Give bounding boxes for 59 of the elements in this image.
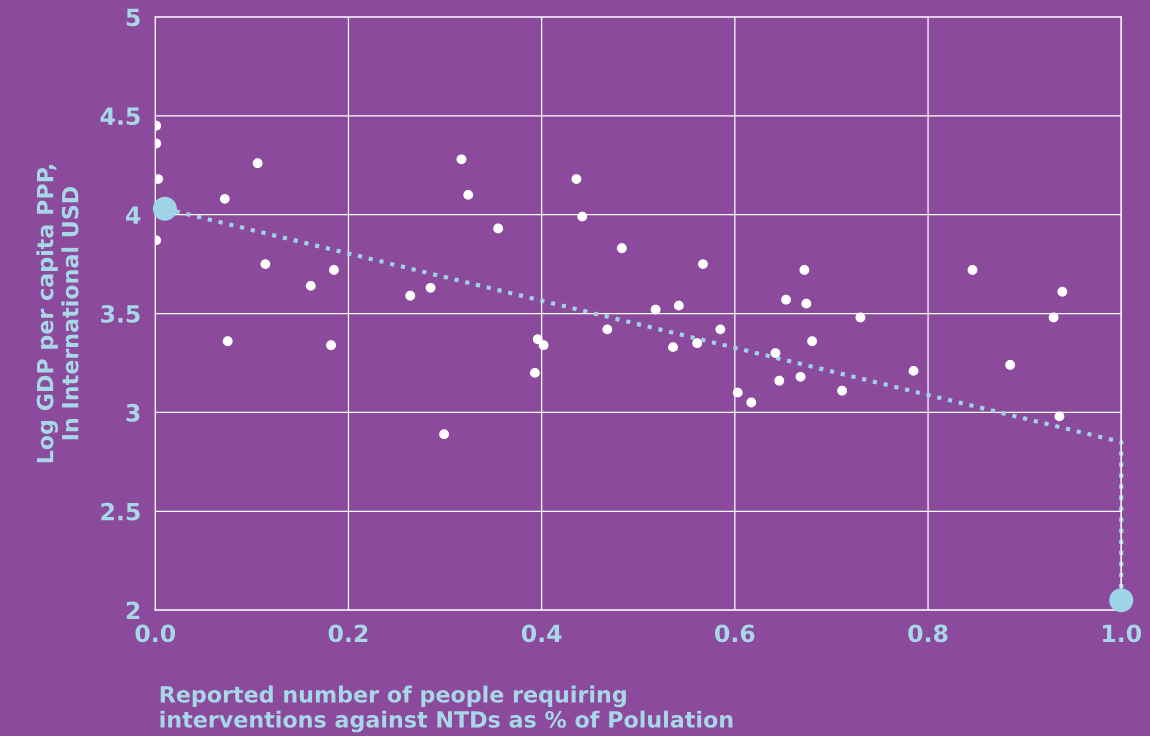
- x-tick-label: 0.0: [135, 624, 176, 643]
- point: [219, 193, 230, 204]
- point: [795, 371, 806, 382]
- y-tick-label: 2.5: [101, 502, 140, 521]
- y-tick-label: 4.5: [100, 107, 140, 126]
- point: [571, 174, 582, 184]
- point: [538, 340, 549, 351]
- point: [616, 243, 627, 254]
- point: [532, 334, 543, 345]
- point: [967, 265, 978, 275]
- point: [252, 158, 263, 169]
- point: [602, 324, 613, 335]
- point: [425, 282, 436, 293]
- point: [855, 312, 866, 323]
- point: [668, 342, 678, 353]
- y-tick-label: 5: [126, 8, 140, 27]
- point: [732, 387, 743, 398]
- point: [692, 338, 703, 349]
- x-tick-label: 0.2: [328, 624, 368, 643]
- point: [260, 259, 271, 270]
- point: [807, 336, 818, 347]
- point: [837, 385, 847, 396]
- y-tick-label: 3.5: [101, 304, 140, 323]
- point: [222, 336, 233, 347]
- point: [463, 189, 474, 200]
- point: [801, 298, 812, 309]
- point: [770, 348, 781, 358]
- point: [1048, 312, 1059, 323]
- y-tick-label: 3: [126, 403, 140, 422]
- point: [329, 265, 339, 275]
- point: [715, 324, 726, 335]
- x-tick-label: 1.0: [1103, 624, 1142, 643]
- y-tick-label: 2: [126, 601, 140, 620]
- point: [1054, 411, 1065, 422]
- y-axis-title: Log GDP per capita PPP, In International USD: [36, 164, 79, 463]
- x-tick-label: 0.6: [715, 624, 755, 643]
- point: [493, 223, 504, 234]
- point: [529, 367, 540, 378]
- point: [673, 300, 684, 311]
- point: [577, 211, 588, 222]
- x-tick-label: 0.8: [908, 624, 948, 643]
- point: [650, 304, 661, 315]
- point: [746, 397, 757, 408]
- point: [1005, 360, 1016, 370]
- point: [326, 340, 336, 351]
- x-axis-title: Reported number of people requiring interventions against NTDs as % of Polulation: [160, 685, 733, 733]
- x-tick-label: 0.4: [521, 624, 562, 643]
- y-tick-label: 4: [126, 206, 141, 224]
- point: [439, 429, 449, 440]
- point: [155, 174, 164, 184]
- point: [774, 375, 785, 386]
- point: [799, 265, 810, 275]
- point: [781, 294, 791, 305]
- point: [405, 290, 416, 301]
- point: [1057, 286, 1068, 297]
- point: [908, 365, 919, 376]
- point: [698, 259, 708, 270]
- point: [456, 154, 467, 165]
- point: [305, 280, 316, 291]
